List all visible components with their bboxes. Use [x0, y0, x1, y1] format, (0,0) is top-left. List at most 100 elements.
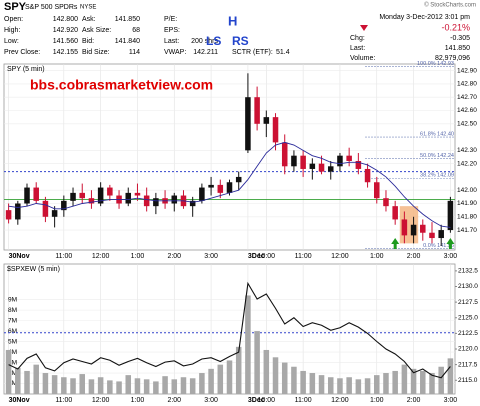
annotation: bbs.cobrasmarketview.com — [30, 77, 213, 93]
volume-bar — [420, 370, 426, 394]
volume-bar — [337, 378, 343, 394]
x-tick-label: 3Dec — [248, 253, 265, 260]
x-tick-label: 12:00 — [92, 397, 110, 404]
y-tick-label: 2M — [8, 370, 17, 377]
candle-body — [42, 200, 49, 217]
candle-body — [61, 200, 67, 211]
y-tick-label: 141.80 — [457, 214, 477, 221]
volume-bar — [254, 331, 260, 394]
candle-body — [235, 176, 242, 183]
candle-body — [355, 160, 362, 169]
fib-label: 38.2% 142.09 — [420, 173, 454, 179]
date: Monday 3-Dec-2012 3:01 pm — [379, 14, 470, 21]
volume-bar — [208, 368, 214, 394]
summary-label: Chg: — [350, 35, 365, 42]
field-value: 142.211 — [193, 49, 218, 56]
x-tick-label: 11:00 — [55, 253, 72, 260]
y-tick-label: 4M — [8, 349, 17, 356]
summary-label: Volume: — [350, 55, 375, 62]
volume-bar — [134, 378, 141, 394]
x-tick-label: 11:00 — [295, 253, 312, 260]
candle-body — [429, 232, 435, 239]
x-tick-label: 3:00 — [204, 253, 218, 260]
volume-bar — [61, 377, 67, 394]
fib-label: 61.8% 142.40 — [420, 132, 454, 138]
candle-body — [392, 206, 398, 220]
volume-bar — [327, 377, 334, 394]
volume-bar — [226, 360, 233, 394]
x-tick-label: 3:00 — [444, 397, 458, 404]
volume-bar — [364, 378, 371, 394]
field-label: Bid Size: — [82, 49, 110, 56]
summary-value: 141.850 — [445, 45, 470, 52]
candle-body — [107, 187, 113, 196]
volume-bar — [392, 370, 398, 394]
y2-tick-label: 2117.5 — [458, 361, 478, 368]
volume-bar — [281, 362, 288, 394]
volume-bar — [51, 375, 58, 394]
summary-value: -0.305 — [450, 35, 470, 42]
y-tick-label: 6M — [8, 328, 17, 335]
y-tick-label: 142.60 — [457, 107, 477, 114]
candle-body — [420, 224, 426, 233]
field-value: 142.155 — [53, 49, 78, 56]
volume-bar — [355, 379, 362, 394]
candle-body — [309, 163, 316, 169]
candle-body — [97, 187, 104, 204]
volume-bar — [180, 377, 187, 394]
field-label: Ask Size: — [82, 27, 111, 34]
y-tick-label: 142.70 — [457, 94, 477, 101]
x-tick-label: 12:00 — [92, 253, 110, 260]
field-value: 141.840 — [115, 38, 140, 45]
volume-bar — [401, 364, 408, 394]
symbol: SPY — [4, 1, 27, 13]
y2-tick-label: 2120.0 — [458, 346, 478, 353]
x-tick-label: 12:00 — [331, 253, 349, 260]
y-tick-label: 1M — [8, 380, 17, 387]
volume-bar — [162, 376, 168, 394]
candle-body — [5, 210, 12, 220]
x-tick-label: 1:00 — [131, 397, 145, 404]
volume-bar — [346, 377, 352, 394]
panel-title: SPY (5 min) — [7, 66, 45, 73]
x-tick-label: 1:00 — [370, 253, 384, 260]
field-label: Open: — [4, 16, 23, 23]
y-tick-label: 9M — [8, 296, 17, 303]
x-tick-label: 2:00 — [167, 253, 181, 260]
volume-bar — [189, 378, 196, 394]
y2-tick-label: 2130.0 — [458, 283, 478, 290]
volume-bar — [199, 373, 205, 394]
candle-body — [327, 166, 334, 172]
volume-bar — [291, 366, 297, 394]
y-tick-label: 5M — [8, 338, 17, 345]
y2-tick-label: 2115.0 — [458, 377, 478, 384]
y2-tick-label: 2132.5 — [458, 268, 478, 275]
field-label: P/E: — [164, 16, 177, 23]
annotation: RS — [232, 34, 249, 48]
candle-body — [208, 184, 214, 188]
candle-body — [346, 155, 352, 161]
candle-body — [125, 192, 132, 204]
candle-body — [143, 195, 150, 207]
volume-bar — [217, 364, 224, 394]
index-line — [8, 281, 451, 379]
fib-label: 0.0% 141.56 — [423, 243, 454, 249]
candle-body — [374, 182, 380, 199]
volume-bar — [88, 379, 95, 394]
field-label: Prev Close: — [4, 49, 40, 56]
change-pct: -0.21% — [441, 22, 470, 32]
volume-bar — [116, 381, 122, 394]
y-tick-label: 141.90 — [457, 200, 477, 207]
volume-bar — [5, 349, 12, 394]
field-value: 142.800 — [53, 16, 78, 23]
candle-body — [153, 198, 159, 207]
candle-body — [272, 117, 279, 143]
candle-body — [318, 163, 325, 172]
volume-bar — [309, 373, 316, 394]
candle-body — [217, 184, 224, 193]
candle-body — [364, 168, 371, 183]
field-label: Bid: — [82, 38, 94, 45]
x-tick-label: 11:00 — [295, 397, 312, 404]
